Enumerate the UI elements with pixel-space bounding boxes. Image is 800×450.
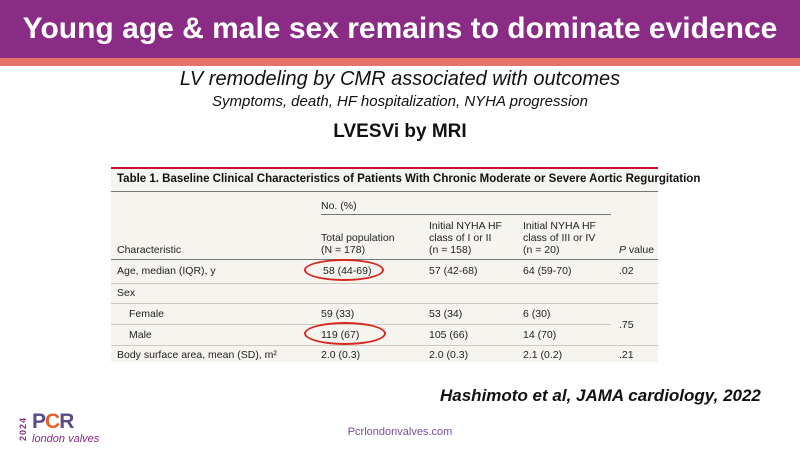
col-header-p: P value	[619, 244, 654, 256]
col-header-characteristic: Characteristic	[117, 244, 182, 256]
logo-letter-r: R	[59, 410, 74, 433]
row-sex-p: .75	[619, 319, 634, 331]
group-header-rule	[321, 214, 611, 215]
row-rule	[111, 283, 658, 284]
row-bsa-p: .21	[619, 349, 634, 361]
col-header-p-italic: P	[619, 244, 627, 256]
row-female-label: Female	[129, 308, 165, 320]
title-bar-stripe	[0, 58, 800, 66]
logo-letter-p: P	[32, 410, 46, 433]
col-header-total-line1: Total population	[321, 232, 395, 244]
row-rule	[111, 303, 658, 304]
section-label: LVESVi by MRI	[333, 121, 467, 142]
col-header-nyha34-line3: (n = 20)	[523, 244, 560, 256]
subtitle-main: LV remodeling by CMR associated with out…	[179, 68, 621, 90]
group-header: No. (%)	[321, 200, 357, 212]
row-bsa-nyha12: 2.0 (0.3)	[429, 349, 469, 361]
logo-wordmark: PCR	[32, 410, 74, 434]
row-bsa-label: Body surface area, mean (SD), m²	[117, 349, 277, 361]
row-age-nyha12: 57 (42-68)	[429, 265, 478, 277]
row-male-nyha12: 105 (66)	[429, 329, 469, 341]
slide-title: Young age & male sex remains to dominate…	[22, 12, 778, 103]
title-bar	[0, 0, 800, 58]
col-header-total-line2: (N = 178)	[321, 244, 366, 256]
male-highlight-circle	[304, 322, 386, 345]
col-header-p-rest: value	[626, 244, 655, 256]
subtitle-sub: Symptoms, death, HF hospitalization, NYH…	[211, 93, 588, 110]
table-top-rule	[111, 167, 658, 169]
header-rule	[111, 259, 658, 260]
row-sex-label: Sex	[117, 287, 136, 299]
pcr-london-valves-logo: 2024 PCR london valves	[18, 410, 128, 446]
baseline-table: Table 1. Baseline Clinical Characteristi…	[111, 167, 700, 362]
caption-rule	[111, 191, 658, 192]
row-bsa-total: 2.0 (0.3)	[321, 349, 361, 361]
logo-letter-c: C	[45, 410, 60, 433]
row-age-nyha34: 64 (59-70)	[523, 265, 572, 277]
table-caption: Table 1. Baseline Clinical Characteristi…	[117, 173, 701, 185]
row-male-label: Male	[129, 329, 152, 341]
col-header-nyha12-line1: Initial NYHA HF	[429, 220, 502, 232]
row-male-nyha34: 14 (70)	[523, 329, 557, 341]
row-female-total: 59 (33)	[321, 308, 355, 320]
row-female-nyha12: 53 (34)	[429, 308, 463, 320]
footer-url[interactable]: Pcrlondonvalves.com	[347, 426, 453, 438]
col-header-nyha34-line2: class of III or IV	[523, 232, 596, 244]
row-age-label: Age, median (IQR), y	[117, 265, 216, 277]
row-age-p: .02	[619, 265, 634, 277]
row-rule	[111, 345, 658, 346]
row-female-nyha34: 6 (30)	[523, 308, 551, 320]
logo-tagline: london valves	[32, 433, 100, 445]
row-bsa-nyha34: 2.1 (0.2)	[523, 349, 563, 361]
col-header-nyha12-line2: class of I or II	[429, 232, 492, 244]
col-header-nyha12-line3: (n = 158)	[429, 244, 472, 256]
col-header-nyha34-line1: Initial NYHA HF	[523, 220, 596, 232]
citation: Hashimoto et al, JAMA cardiology, 2022	[440, 386, 761, 405]
age-highlight-circle	[304, 259, 384, 281]
